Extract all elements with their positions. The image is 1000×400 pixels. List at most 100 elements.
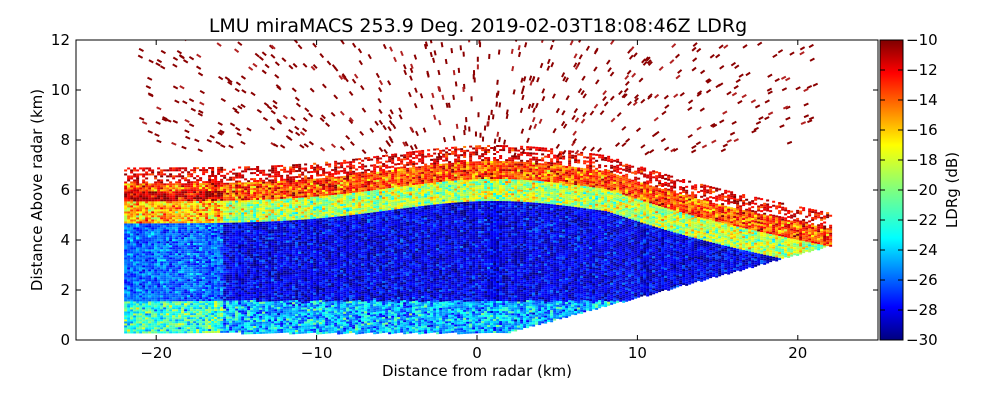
ldr-cell	[241, 214, 245, 217]
ldr-cell	[169, 313, 173, 316]
ldr-cell	[178, 253, 182, 256]
ldr-cell	[154, 277, 158, 280]
ldr-cell	[175, 229, 179, 232]
ldr-cell	[172, 283, 176, 286]
ldr-cell	[181, 273, 185, 276]
ldr-cell	[139, 189, 143, 192]
ldr-cell	[199, 325, 203, 328]
ldr-cell	[241, 220, 245, 223]
ldr-cell	[280, 282, 284, 285]
ldr-cell	[199, 199, 203, 202]
ldr-cell	[265, 225, 269, 228]
ldr-cell	[136, 297, 140, 300]
ldr-cell	[247, 210, 251, 213]
ldr-cell	[235, 224, 239, 227]
ldr-cell	[193, 223, 197, 226]
ldr-cell	[190, 329, 194, 332]
ldr-cell	[295, 186, 299, 189]
ldr-cell	[184, 227, 188, 230]
ldr-cell	[175, 189, 179, 192]
ldr-cell	[124, 295, 128, 298]
ldr-cell	[289, 244, 293, 247]
ldr-cell	[193, 317, 197, 320]
ldr-cell	[238, 196, 242, 199]
ldr-cell	[145, 249, 149, 252]
ldr-cell	[241, 242, 245, 245]
ldr-cell	[229, 182, 233, 185]
ldr-cell	[295, 258, 299, 261]
ldr-cell	[163, 303, 167, 306]
ldr-cell	[154, 243, 158, 246]
ldr-cell	[220, 294, 224, 297]
ldr-cell	[163, 247, 167, 250]
ldr-cell	[142, 213, 146, 216]
ldr-cell	[280, 174, 284, 177]
ldr-cell	[253, 244, 257, 247]
ldr-cell	[271, 255, 275, 258]
ldr-cell	[124, 253, 128, 256]
ldr-cell	[217, 252, 221, 255]
ldr-cell	[244, 234, 248, 237]
ldr-cell	[154, 241, 158, 244]
ldr-cell	[211, 291, 215, 294]
ldr-cell	[142, 227, 146, 230]
ldr-cell	[256, 261, 260, 264]
ldr-cell	[292, 332, 296, 335]
ldr-cell	[172, 315, 176, 318]
ldr-cell	[271, 289, 275, 292]
ldr-cell	[277, 253, 281, 256]
ldr-cell	[172, 319, 176, 322]
ldr-cell	[157, 287, 161, 290]
ldr-cell	[157, 307, 161, 310]
ldr-cell	[193, 189, 197, 192]
ldr-cell	[271, 241, 275, 244]
ldr-cell	[139, 265, 143, 268]
ldr-cell	[292, 230, 296, 233]
ldr-cell	[181, 267, 185, 270]
ldr-cell	[148, 329, 152, 332]
ldr-cell	[175, 213, 179, 216]
ldr-cell	[151, 209, 155, 212]
ldr-cell	[154, 317, 158, 320]
ldr-cell	[223, 176, 227, 179]
ldr-cell	[298, 217, 302, 220]
ldr-cell	[202, 317, 206, 320]
ldr-cell	[271, 183, 275, 186]
ldr-cell	[181, 295, 185, 298]
ldr-cell	[235, 232, 239, 235]
ldr-cell	[190, 331, 194, 334]
ldr-cell	[142, 229, 146, 232]
ldr-cell	[226, 220, 230, 223]
ldr-cell	[304, 207, 308, 210]
ldr-cell	[187, 319, 191, 322]
ldr-cell	[214, 220, 218, 223]
ldr-cell	[277, 281, 281, 284]
ldr-cell	[190, 265, 194, 268]
ldr-cell	[253, 256, 257, 259]
ldr-cell	[187, 299, 191, 302]
ldr-cell	[292, 330, 296, 333]
ldr-cell	[301, 269, 305, 272]
ldr-cell	[307, 201, 311, 204]
ldr-cell	[292, 182, 296, 185]
ldr-cell	[178, 323, 182, 326]
ldr-cell	[310, 258, 314, 261]
ldr-cell	[145, 225, 149, 228]
ldr-cell	[265, 197, 269, 200]
ldr-cell	[229, 186, 233, 189]
ldr-cell	[163, 327, 167, 330]
ldr-cell	[235, 310, 239, 313]
ldr-cell	[277, 245, 281, 248]
ldr-cell	[178, 211, 182, 214]
ldr-cell	[145, 279, 149, 282]
ldr-cell	[226, 322, 230, 325]
ldr-cell	[259, 251, 263, 254]
ldr-cell	[184, 189, 188, 192]
ldr-cell	[142, 269, 146, 272]
ldr-cell	[130, 317, 134, 320]
ldr-cell	[262, 273, 266, 276]
ldr-cell	[172, 191, 176, 194]
ldr-cell	[238, 326, 242, 329]
ldr-cell	[241, 286, 245, 289]
ldr-cell	[268, 209, 272, 212]
